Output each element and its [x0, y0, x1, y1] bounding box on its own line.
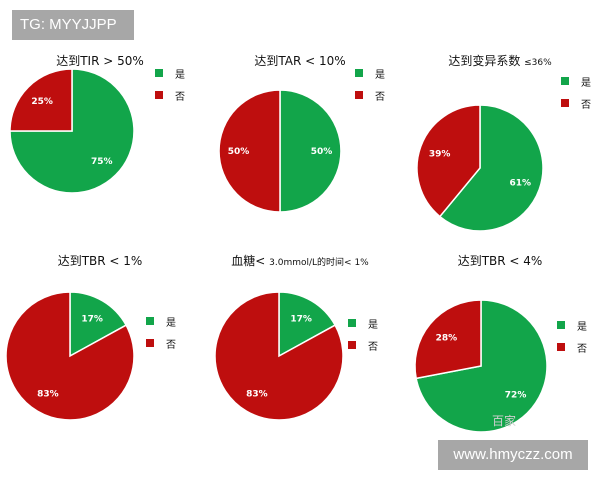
faint-watermark: 百家 [492, 414, 517, 428]
legend-swatch [557, 343, 565, 351]
pie-chart: 61% 39% [416, 104, 544, 232]
slice-no [9, 68, 73, 132]
slice-no [214, 291, 344, 421]
legend-item-no: 否 [155, 84, 185, 106]
legend-item-yes: 是 [355, 62, 385, 84]
watermark-badge: www.hmyczz.com [438, 440, 588, 470]
slice-label: 61% [510, 179, 532, 189]
slice-no [218, 89, 281, 213]
chart-title-main: 达到TBR < 1% [57, 254, 143, 268]
slice-label: 72% [505, 391, 527, 401]
legend-swatch [348, 319, 356, 327]
legend: 是否 [561, 70, 591, 114]
legend-label: 是 [581, 77, 591, 89]
legend: 是否 [348, 312, 378, 356]
slice-yes [278, 291, 337, 358]
legend: 是否 [155, 62, 185, 106]
pie-panel-2: 达到TAR < 10% 50% 50% [200, 52, 400, 252]
legend-label: 否 [577, 343, 587, 355]
legend-swatch [146, 339, 154, 347]
chart-title: 达到变异系数 ≤36% [400, 52, 600, 69]
chart-title-main: 达到TAR < 10% [254, 54, 346, 68]
legend-swatch [355, 69, 363, 77]
legend-label: 是 [375, 69, 385, 81]
legend-label: 否 [375, 91, 385, 103]
slice-yes [438, 104, 544, 232]
slice-label: 17% [290, 315, 312, 325]
legend-item-yes: 是 [146, 310, 176, 332]
slice-label: 83% [246, 389, 268, 399]
pie-panel-4: 达到TBR < 1% 17% 83% [0, 252, 200, 452]
chart-title-main: 达到变异系数 [448, 54, 525, 68]
slice-label: 75% [91, 157, 113, 167]
slice-no [416, 104, 481, 218]
legend-item-yes: 是 [348, 312, 378, 334]
pie-panel-5: 血糖< 3.0mmol/L的时间< 1% 17% 83% [200, 252, 400, 452]
slice-label: 39% [429, 149, 451, 159]
legend-item-no: 否 [561, 92, 591, 114]
slice-yes [69, 291, 128, 358]
legend-label: 否 [175, 91, 185, 103]
chart-title: 达到TBR < 1% [0, 252, 200, 269]
pie-panel-6: 达到TBR < 4% 72% 28% [400, 252, 600, 452]
legend: 是否 [557, 314, 587, 358]
legend-swatch [557, 321, 565, 329]
pie-panel-3: 达到变异系数 ≤36% 61% 39% [400, 52, 600, 252]
legend-label: 是 [368, 319, 378, 331]
chart-title: 血糖< 3.0mmol/L的时间< 1% [200, 252, 400, 269]
legend-item-no: 否 [146, 332, 176, 354]
chart-title: 达到TIR > 50% [0, 52, 200, 69]
pie-chart: 75% 25% [9, 68, 135, 194]
slice-label: 28% [436, 333, 458, 343]
slice-no [5, 291, 135, 421]
legend-swatch [561, 99, 569, 107]
slice-yes [279, 89, 342, 213]
chart-title-suffix: 3.0mmol/L的时间< 1% [269, 258, 369, 268]
slice-label: 17% [81, 315, 103, 325]
chart-title-suffix: ≤36% [524, 58, 552, 68]
chart-title-main: 血糖< [231, 254, 270, 268]
legend-swatch [348, 341, 356, 349]
legend: 是否 [355, 62, 385, 106]
source-tag: TG: MYYJJPP [12, 10, 134, 40]
pie-chart: 72% 28% [414, 299, 548, 433]
legend-item-no: 否 [355, 84, 385, 106]
pie-panel-1: 达到TIR > 50% 75% 25% [0, 52, 200, 252]
legend-swatch [155, 91, 163, 99]
slice-label: 25% [31, 97, 53, 107]
legend-swatch [146, 317, 154, 325]
slice-label: 50% [228, 147, 250, 157]
legend: 是否 [146, 310, 176, 354]
legend-label: 否 [166, 339, 176, 351]
pie-chart: 17% 83% [5, 291, 135, 421]
pie-chart: 17% 83% [214, 291, 344, 421]
pie-chart: 50% 50% [218, 89, 342, 213]
legend-swatch [355, 91, 363, 99]
legend-label: 否 [368, 341, 378, 353]
legend-label: 是 [577, 321, 587, 333]
chart-title: 达到TBR < 4% [400, 252, 600, 269]
legend-label: 否 [581, 99, 591, 111]
legend-swatch [561, 77, 569, 85]
legend-item-yes: 是 [155, 62, 185, 84]
legend-item-no: 否 [348, 334, 378, 356]
legend-label: 是 [175, 69, 185, 81]
legend-swatch [155, 69, 163, 77]
legend-item-no: 否 [557, 336, 587, 358]
slice-label: 50% [311, 147, 333, 157]
legend-label: 是 [166, 317, 176, 329]
chart-title-main: 达到TBR < 4% [457, 254, 543, 268]
chart-title-main: 达到TIR > 50% [56, 54, 144, 68]
legend-item-yes: 是 [557, 314, 587, 336]
slice-no [414, 299, 482, 380]
chart-title: 达到TAR < 10% [200, 52, 400, 69]
legend-item-yes: 是 [561, 70, 591, 92]
slice-label: 83% [37, 389, 59, 399]
